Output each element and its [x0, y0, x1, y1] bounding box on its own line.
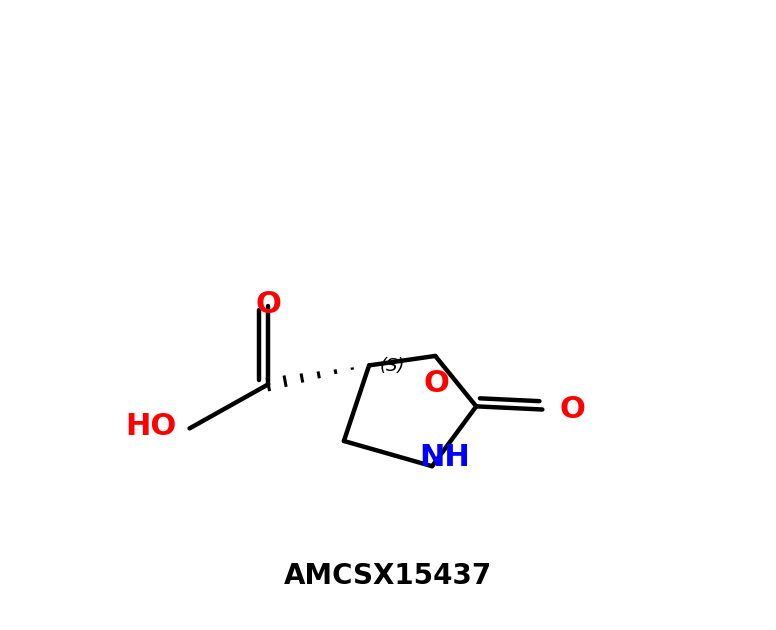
Text: O: O — [255, 290, 281, 319]
Text: HO: HO — [126, 412, 177, 441]
Text: AMCSX15437: AMCSX15437 — [284, 563, 492, 590]
Text: O: O — [424, 369, 449, 398]
Text: O: O — [560, 395, 586, 424]
Text: (S): (S) — [379, 357, 405, 375]
Text: NH: NH — [419, 444, 470, 472]
